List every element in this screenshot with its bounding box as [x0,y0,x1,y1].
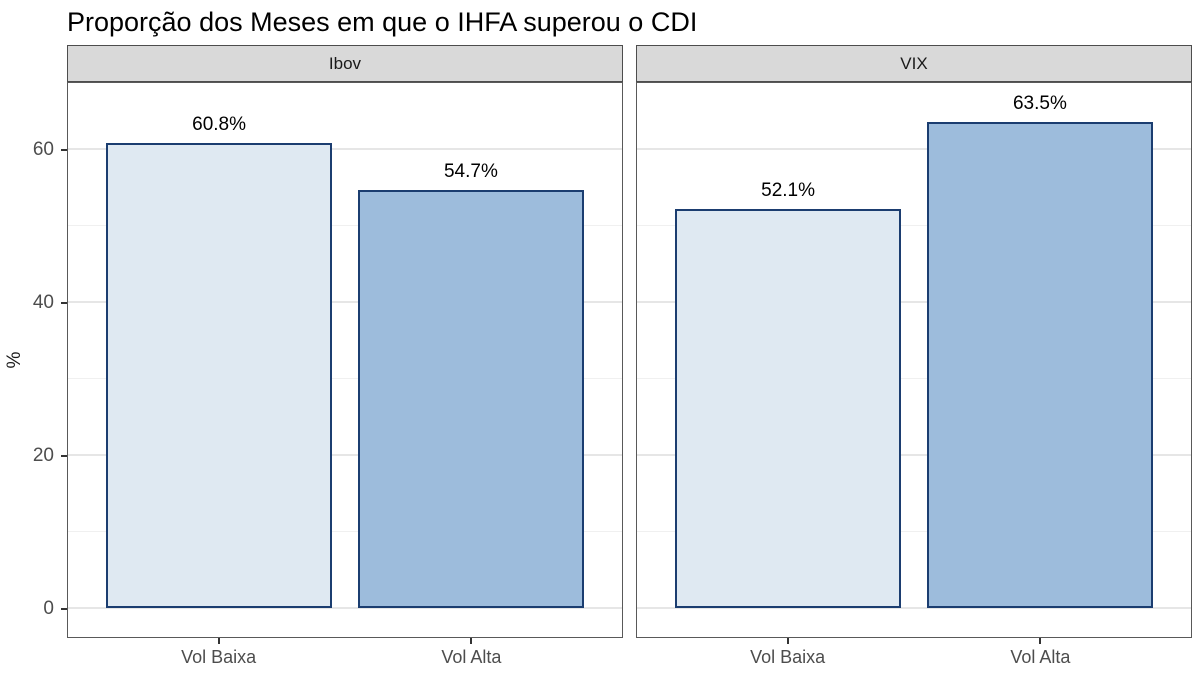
bar-ibov-vol-baixa [105,142,333,608]
bar-group-ibov-vol-alta: 54.7% [357,83,585,637]
x-tick-mark [470,638,473,644]
x-tick-label-vol-alta: Vol Alta [1010,647,1071,667]
gridline-major [637,454,1191,456]
bar-value-label: 52.1% [761,180,815,202]
gridline-minor [637,224,1191,226]
bar-group-vix-vol-alta: 63.5% [926,83,1154,637]
facet-strip-ibov: Ibov [67,45,623,82]
x-tick-label-vol-baixa: Vol Baixa [750,647,826,667]
y-axis: 0 20 40 60 [0,0,67,675]
gridline-minor [68,377,622,379]
bar-value-label: 60.8% [192,113,246,135]
y-tick-label: 40 [32,292,54,313]
gridline-major [68,454,622,456]
bar-group-ibov-vol-baixa: 60.8% [105,83,333,637]
bar-ibov-vol-alta [357,189,585,608]
x-tick-mark [786,638,789,644]
facet-vix: VIX 52.1% 63.5% Vol Baixa Vol Alta [636,45,1192,675]
gridline-minor [68,224,622,226]
facet-strip-label: Ibov [328,53,362,73]
gridline-major [68,148,622,150]
gridline-major [637,607,1191,609]
y-tick-mark [61,608,67,610]
gridline-minor [637,377,1191,379]
bar-value-label: 54.7% [443,160,498,182]
y-tick-label: 0 [43,598,54,619]
y-tick-mark [61,455,67,457]
y-tick-mark [61,302,67,304]
facet-panel-vix: 52.1% 63.5% [636,82,1192,638]
facet-strip-vix: VIX [636,45,1192,82]
x-tick-mark [1039,638,1042,644]
gridline-minor [68,530,622,532]
chart-title: Proporção dos Meses em que o IHFA supero… [67,7,698,37]
bar-vix-vol-baixa [674,209,902,608]
y-tick-mark [61,149,67,151]
x-axis-ibov: Vol Baixa Vol Alta [67,638,623,675]
gridline-major [637,301,1191,303]
facet-panel-ibov: 60.8% 54.7% [67,82,623,638]
gridline-major [68,607,622,609]
facet-ibov: Ibov 60.8% 54.7% Vol Baixa Vol Alta [67,45,623,675]
bar-value-label: 63.5% [1012,93,1067,115]
x-tick-label-vol-baixa: Vol Baixa [181,647,257,667]
bar-vix-vol-alta [926,122,1154,608]
facet-strip-label: VIX [900,53,928,73]
gridline-minor [637,530,1191,532]
bar-group-vix-vol-baixa: 52.1% [674,83,902,637]
y-tick-label: 60 [32,139,54,160]
x-axis-vix: Vol Baixa Vol Alta [636,638,1192,675]
gridline-major [68,301,622,303]
gridline-major [637,148,1191,150]
x-tick-label-vol-alta: Vol Alta [441,647,502,667]
x-tick-mark [217,638,220,644]
y-tick-label: 20 [32,445,54,466]
